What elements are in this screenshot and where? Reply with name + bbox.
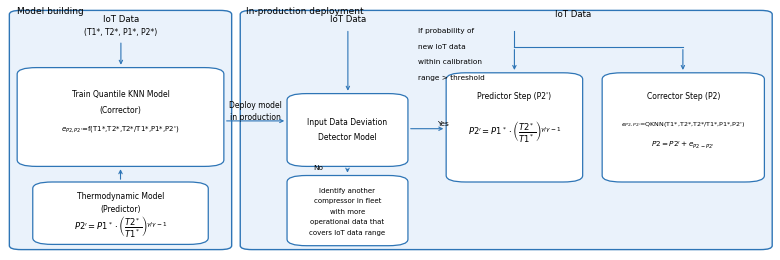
FancyBboxPatch shape [33, 182, 208, 244]
FancyBboxPatch shape [446, 73, 583, 182]
Text: Train Quantile KNN Model: Train Quantile KNN Model [72, 90, 169, 99]
Text: (Predictor): (Predictor) [101, 205, 140, 214]
Text: (Corrector): (Corrector) [100, 106, 141, 115]
FancyBboxPatch shape [17, 68, 224, 166]
Text: Deploy model
in production: Deploy model in production [229, 101, 282, 122]
Text: range > threshold: range > threshold [418, 75, 485, 81]
Text: Detector Model: Detector Model [318, 133, 377, 142]
FancyBboxPatch shape [602, 73, 764, 182]
Text: covers IoT data range: covers IoT data range [310, 230, 385, 236]
Text: $P2 = P2' + e_{P2-P2'}$: $P2 = P2' + e_{P2-P2'}$ [651, 140, 715, 151]
FancyBboxPatch shape [240, 10, 772, 250]
Text: IoT Data: IoT Data [103, 15, 139, 24]
Text: (T1*, T2*, P1*, P2*): (T1*, T2*, P1*, P2*) [84, 28, 158, 37]
Text: Model building: Model building [17, 6, 84, 16]
Text: Input Data Deviation: Input Data Deviation [307, 118, 388, 127]
Text: Thermodynamic Model: Thermodynamic Model [76, 192, 165, 201]
Text: $e_{P2,P2'}$=QKNN(T1*,T2*,T2*/T1*,P1*,P2'): $e_{P2,P2'}$=QKNN(T1*,T2*,T2*/T1*,P1*,P2… [621, 121, 746, 129]
Text: Identify another: Identify another [320, 188, 375, 194]
FancyBboxPatch shape [287, 94, 408, 166]
Text: $e_{P2,P2'}$=f(T1*,T2*,T2*/T1*,P1*,P2'): $e_{P2,P2'}$=f(T1*,T2*,T2*/T1*,P1*,P2') [62, 124, 179, 134]
Text: operational data that: operational data that [310, 219, 385, 225]
Text: new IoT data: new IoT data [418, 44, 466, 50]
Text: IoT Data: IoT Data [555, 10, 591, 19]
Text: IoT Data: IoT Data [330, 15, 366, 24]
Text: In-production deployment: In-production deployment [246, 6, 363, 16]
FancyBboxPatch shape [9, 10, 232, 250]
Text: $P2' = P1^* \cdot \left(\dfrac{T2^*}{T1^*}\right)^{\!\gamma/\gamma-1}$: $P2' = P1^* \cdot \left(\dfrac{T2^*}{T1^… [468, 120, 561, 145]
Text: Corrector Step (P2): Corrector Step (P2) [647, 92, 720, 101]
Text: No: No [314, 165, 324, 171]
FancyBboxPatch shape [287, 176, 408, 246]
Text: with more: with more [330, 209, 365, 215]
Text: $P2' = P1^* \cdot \left(\dfrac{T2^*}{T1^*}\right)^{\!\gamma/\gamma-1}$: $P2' = P1^* \cdot \left(\dfrac{T2^*}{T1^… [74, 215, 167, 240]
Text: Yes: Yes [437, 120, 448, 127]
Text: within calibration: within calibration [418, 59, 482, 66]
Text: Predictor Step (P2'): Predictor Step (P2') [477, 92, 551, 101]
Text: If probability of: If probability of [418, 28, 474, 34]
Text: compressor in fleet: compressor in fleet [314, 198, 381, 205]
